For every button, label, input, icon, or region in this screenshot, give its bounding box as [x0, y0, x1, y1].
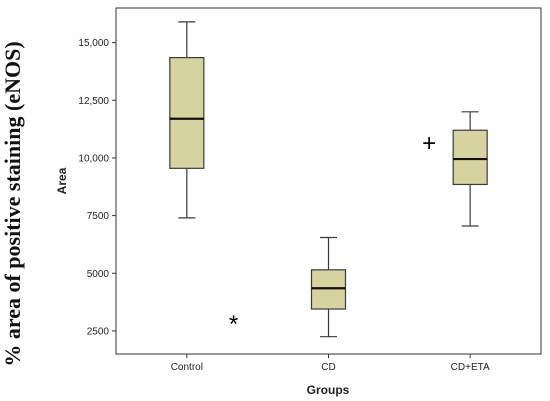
- significance-asterisk: *: [229, 311, 238, 338]
- x-axis-label: Groups: [307, 383, 350, 397]
- y-tick-label: 15,000: [78, 38, 109, 49]
- x-tick-label: Control: [171, 362, 203, 373]
- y-axis: 2500 5000 7500 10,000 12,500 15,000: [78, 38, 116, 337]
- outer-y-axis-label: % area of positive staining (eNOS): [0, 41, 25, 366]
- y-tick-label: 12,500: [78, 96, 109, 107]
- boxplot-cd-eta: [452, 111, 488, 227]
- x-tick-label: CD: [321, 362, 335, 373]
- boxplots: [169, 21, 488, 338]
- box-iqr: [452, 129, 488, 186]
- y-axis-label: Area: [55, 167, 69, 194]
- x-tick-label: CD+ETA: [451, 362, 490, 373]
- y-tick-label: 7500: [87, 211, 110, 222]
- box-iqr: [169, 56, 205, 169]
- outer-ylabel-group: % area of positive staining (eNOS): [0, 41, 25, 366]
- significance-plus: +: [422, 130, 436, 157]
- plot-root: 2500 5000 7500 10,000 12,500 15,000 Control CD…: [78, 7, 542, 373]
- annotations: *+: [229, 130, 436, 338]
- boxplot-control: [169, 21, 205, 219]
- y-tick-label: 2500: [87, 326, 110, 337]
- box-iqr: [310, 269, 347, 310]
- y-tick-label: 5000: [87, 269, 110, 280]
- y-tick-label: 10,000: [78, 153, 109, 164]
- boxplot-cd: [310, 236, 347, 338]
- x-axis: Control CD CD+ETA: [171, 354, 490, 373]
